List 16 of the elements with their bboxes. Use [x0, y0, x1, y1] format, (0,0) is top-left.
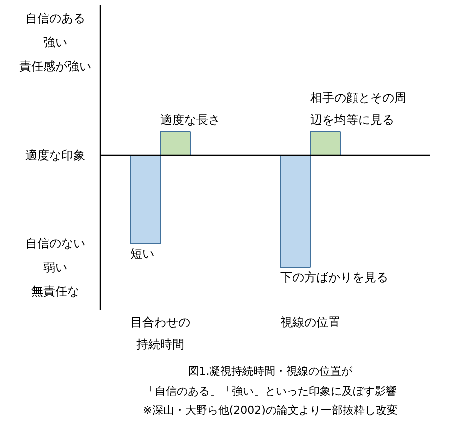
text: 自信のある: [26, 12, 86, 26]
text: 弱い: [44, 260, 68, 274]
annotation: 相手の顔とその周辺を均等に見る: [310, 90, 406, 127]
text: 「自信のある」「強い」といった印象に及ぼす影響: [144, 385, 397, 398]
x-tick-label: 視線の位置: [280, 316, 340, 330]
text: 強い: [44, 36, 68, 50]
text: 無責任な: [32, 284, 80, 298]
text: 責任感が強い: [20, 60, 92, 74]
text: ※深山・大野ら他(2002)の論文より一部抜粋し改変: [143, 404, 398, 417]
text: 適度な印象: [26, 148, 86, 162]
annotation: 短い: [130, 246, 154, 261]
x-tick-label: 目合わせの持続時間: [130, 316, 190, 352]
annotation: 下の方ばかりを見る: [280, 270, 388, 284]
annotation: 適度な長さ: [160, 112, 220, 127]
text: 図1.凝視持続時間・視線の位置が: [188, 365, 354, 378]
text: 自信のない: [26, 236, 86, 250]
